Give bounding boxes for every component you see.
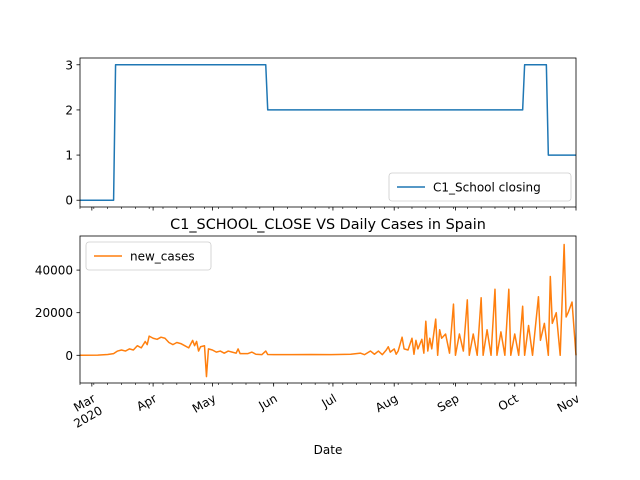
x-tick-label: Apr — [134, 391, 159, 414]
x-tick-label-group: Jul — [319, 391, 339, 411]
legend-label: C1_School closing — [433, 181, 541, 195]
x-tick-label-group: Apr — [134, 391, 159, 414]
x-tick-label: Oct — [496, 391, 521, 414]
x-tick-label: Jun — [256, 391, 280, 413]
x-tick-label: May — [190, 391, 218, 416]
y-tick-label: 20000 — [35, 306, 73, 320]
chart-title: C1_SCHOOL_CLOSE VS Daily Cases in Spain — [170, 217, 486, 233]
x-tick-label: Aug — [373, 391, 400, 415]
x-tick-label: Nov — [555, 391, 582, 415]
x-tick-label: Jul — [319, 391, 339, 411]
series-line-school-closing — [80, 64, 576, 201]
x-tick-label: Sep — [435, 391, 462, 414]
axes-frame-1 — [79, 57, 577, 208]
y-tick-label: 40000 — [35, 264, 73, 278]
y-tick-label: 0 — [65, 349, 73, 363]
legend-box — [388, 172, 572, 202]
y-tick-label: 1 — [65, 149, 73, 163]
x-axis-label: Date — [314, 443, 343, 457]
x-tick-label-group: Aug — [373, 391, 400, 415]
x-tick-label-group: May — [190, 391, 218, 416]
legend-box — [85, 241, 212, 271]
legend-label: new_cases — [130, 250, 195, 264]
y-tick-label: 3 — [65, 58, 73, 72]
x-tick-label-group: Nov — [555, 391, 582, 415]
y-tick-label: 0 — [65, 194, 73, 208]
axes-frame-2 — [79, 235, 577, 384]
y-tick-label: 2 — [65, 103, 73, 117]
x-tick-label-group: Jun — [256, 391, 280, 413]
x-tick-label-group: Oct — [496, 391, 521, 414]
x-tick-label-group: Sep — [435, 391, 462, 414]
series-line-new-cases — [79, 243, 577, 378]
